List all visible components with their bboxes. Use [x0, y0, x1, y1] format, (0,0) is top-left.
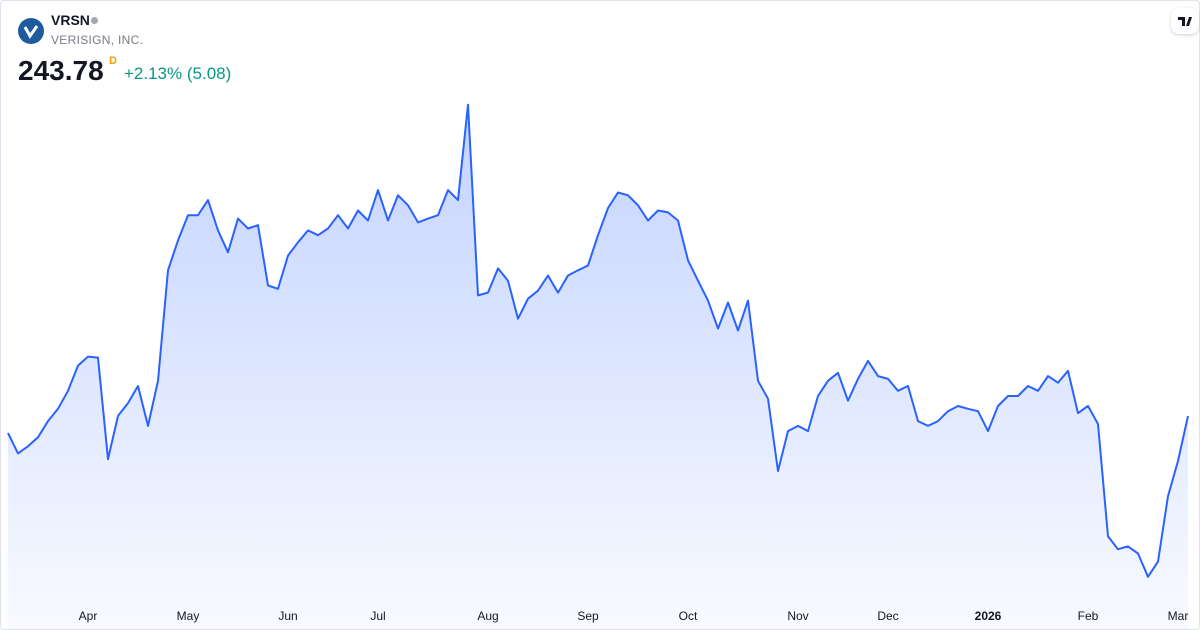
x-tick-label: Dec [877, 609, 898, 623]
brand-glyph [1178, 17, 1192, 26]
price: 243.78 [18, 55, 104, 86]
x-tick-label: 2026 [975, 609, 1002, 623]
x-tick-label: Feb [1078, 609, 1099, 623]
price-flag: D [109, 55, 117, 67]
x-tick-label: Jun [278, 609, 297, 623]
logo-glyph [23, 25, 39, 39]
x-tick-label: May [177, 609, 200, 623]
x-tick-label: Aug [477, 609, 498, 623]
company-logo [18, 18, 44, 44]
x-tick-label: Oct [679, 609, 698, 623]
x-tick-label: Nov [787, 609, 808, 623]
company-name: VERISIGN, INC. [51, 33, 144, 47]
status-dot [91, 17, 98, 24]
x-tick-label: Mar [1168, 609, 1189, 623]
x-tick-label: Apr [79, 609, 98, 623]
area-fill [8, 104, 1188, 630]
x-tick-label: Sep [577, 609, 599, 623]
brand-button[interactable] [1171, 8, 1199, 34]
price-change: +2.13% (5.08) [124, 64, 232, 83]
symbol: VRSN [51, 12, 90, 28]
price-line [7, 103, 1189, 578]
x-tick-label: Jul [370, 609, 385, 623]
